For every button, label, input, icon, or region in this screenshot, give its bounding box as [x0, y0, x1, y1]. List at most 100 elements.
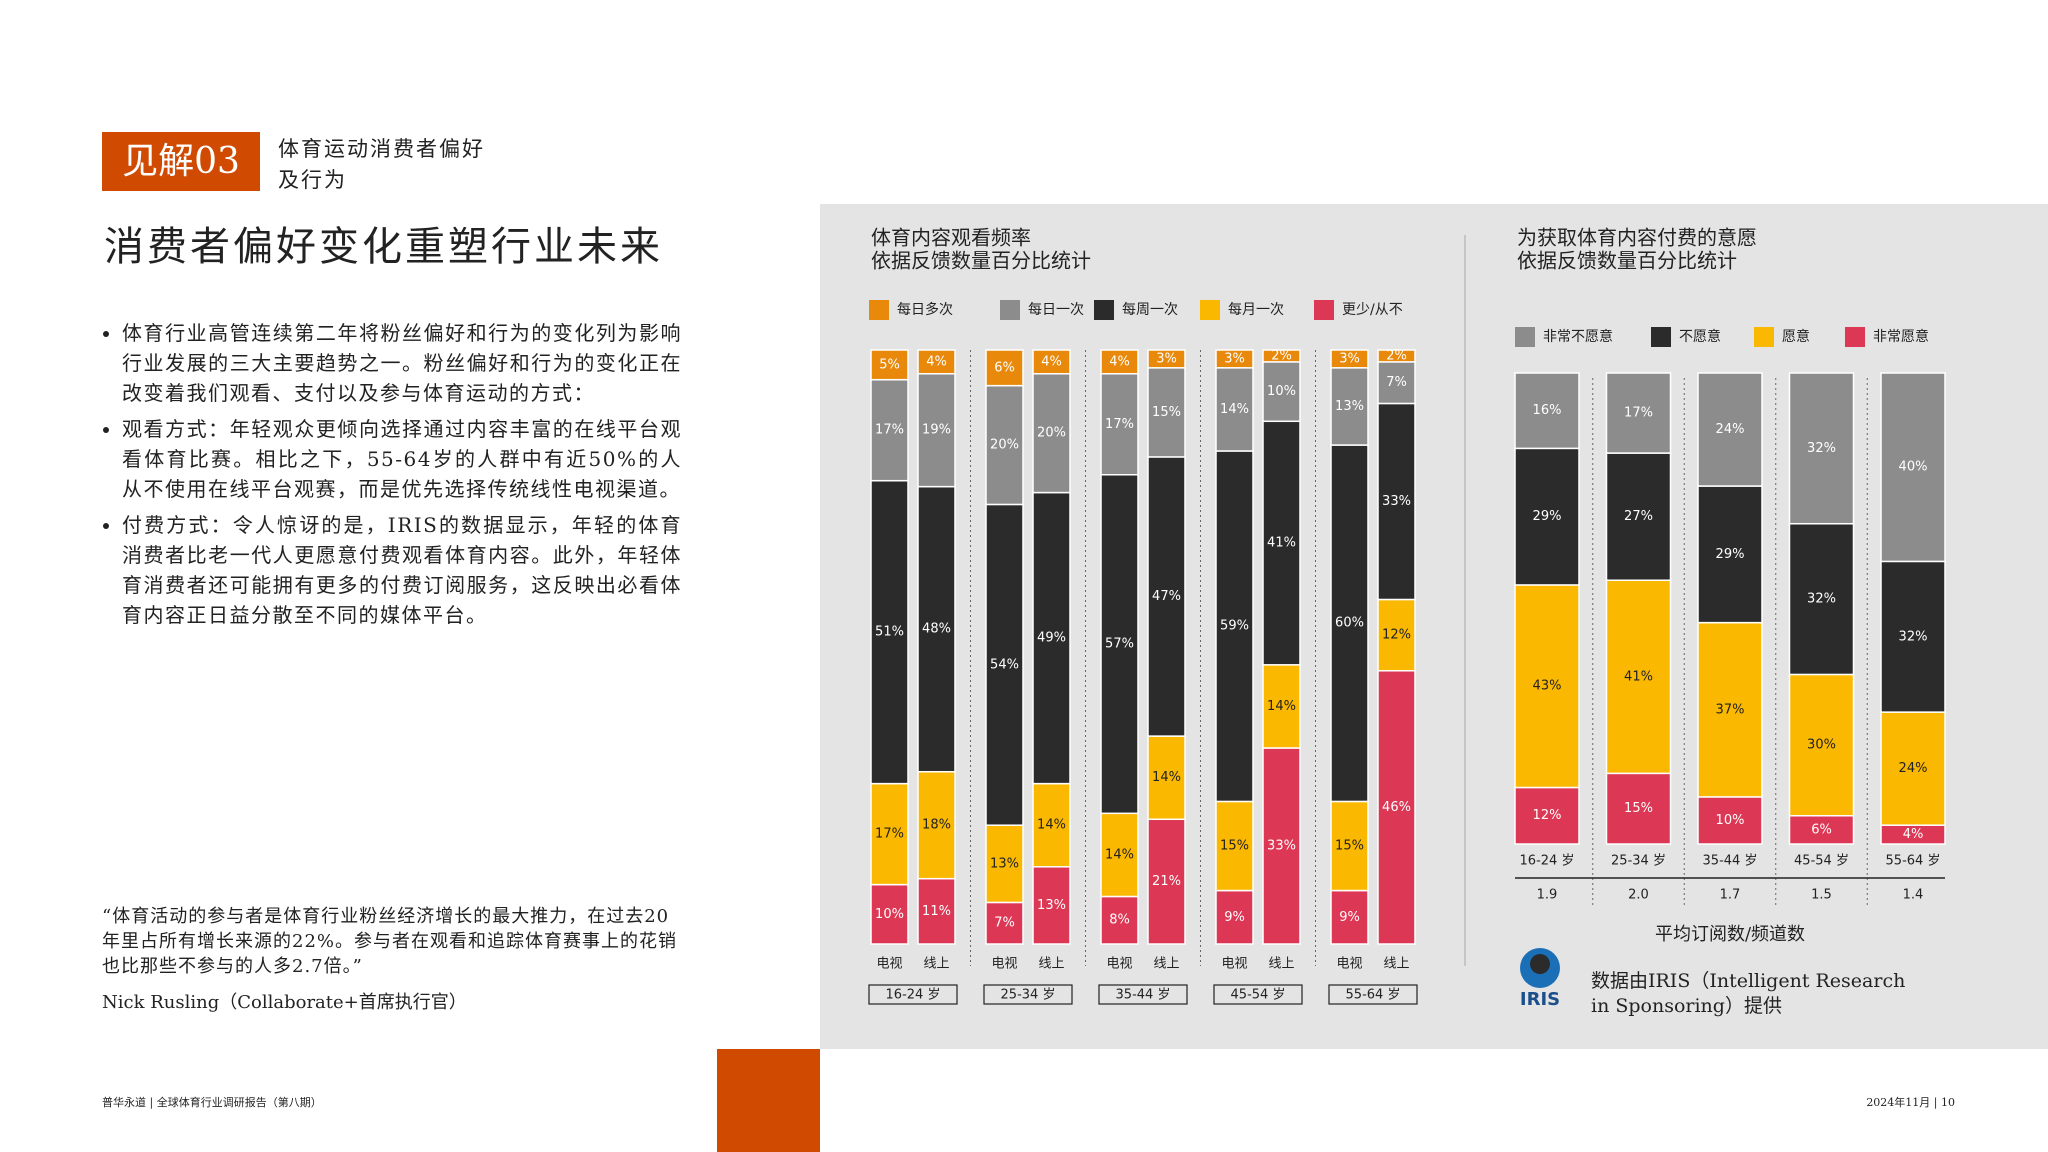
bar-segment: [870, 883, 909, 945]
subtitle-line: 体育运动消费者偏好: [278, 137, 485, 161]
bar-value-label: 59%: [1220, 619, 1249, 634]
legend-label: 非常愿意: [1873, 328, 1929, 345]
subtitle-line: 及行为: [278, 168, 347, 192]
accent-block: [717, 1049, 820, 1152]
bullet: 观看方式：年轻观众更倾向选择通过内容丰富的在线平台观看体育比赛。相比之下，55-…: [122, 414, 682, 504]
bar-segment: [985, 503, 1024, 826]
bar-value-label: 14%: [1105, 847, 1134, 862]
bar-value-label: 46%: [1382, 800, 1411, 815]
bar-value-label: 13%: [1037, 898, 1066, 913]
bar-value-label: 7%: [1386, 375, 1407, 390]
bar-value-label: 15%: [1624, 801, 1653, 816]
chart-title: 体育内容观看频率: [871, 226, 1031, 250]
x-tick-label: 电视: [1336, 957, 1362, 972]
legend-label: 每日一次: [1028, 302, 1084, 318]
bar-value-label: 11%: [922, 904, 951, 919]
bar-value-label: 30%: [1807, 738, 1836, 753]
chart-title: 依据反馈数量百分比统计: [871, 249, 1091, 273]
bar-segment: [1377, 670, 1416, 945]
x-tick-label: 线上: [1383, 957, 1409, 972]
bar-value-label: 12%: [1533, 808, 1562, 823]
bar-segment: [1100, 812, 1139, 898]
legend-label: 每月一次: [1228, 302, 1284, 318]
bar-segment: [1788, 673, 1855, 817]
group-box: [1213, 984, 1303, 1005]
bar-value-label: 14%: [1220, 402, 1249, 417]
source-text: 数据由IRIS（Intelligent Research: [1591, 970, 1905, 992]
bar-segment: [1100, 473, 1139, 815]
bar-segment: [1147, 349, 1186, 369]
subtitle: 体育运动消费者偏好 及行为: [278, 134, 485, 196]
bar-value-label: 32%: [1899, 629, 1928, 644]
x-tick-label: 45-54 岁: [1794, 854, 1849, 869]
bar-segment: [870, 782, 909, 886]
bar-value-label: 5%: [879, 357, 900, 372]
bar-segment: [917, 349, 956, 375]
bar-value-label: 60%: [1335, 616, 1364, 631]
logo-text: IRIS: [1520, 989, 1560, 1010]
source-text: in Sponsoring）提供: [1591, 995, 1782, 1017]
subscription-label: 平均订阅数/频道数: [1655, 924, 1805, 945]
bar-value-label: 41%: [1267, 536, 1296, 551]
bar-segment: [1697, 485, 1763, 624]
bar-value-label: 17%: [1624, 406, 1653, 421]
bar-value-label: 9%: [1224, 910, 1245, 925]
legend-swatch: [1845, 327, 1865, 347]
bar-value-label: 14%: [1037, 818, 1066, 833]
bar-segment: [1147, 367, 1186, 458]
bullet: 体育行业高管连续第二年将粉丝偏好和行为的变化列为影响行业发展的三大主要趋势之一。…: [122, 318, 682, 408]
group-label: 55-64 岁: [1346, 988, 1401, 1003]
legend-swatch: [1094, 300, 1114, 320]
bar-segment: [985, 824, 1024, 904]
bar-value-label: 49%: [1037, 631, 1066, 646]
bar-value-label: 21%: [1152, 874, 1181, 889]
bar-value-label: 17%: [875, 827, 904, 842]
badge: 见解03: [102, 132, 260, 191]
quote-author: Nick Rusling（Collaborate+首席执行官）: [102, 992, 467, 1013]
bar-value-label: 4%: [1903, 827, 1924, 842]
bar-value-label: 15%: [1335, 838, 1364, 853]
bar-value-label: 40%: [1899, 460, 1928, 475]
bar-value-label: 29%: [1533, 509, 1562, 524]
bar-segment: [1330, 367, 1369, 446]
legend-swatch: [1200, 300, 1220, 320]
subscription-value: 2.0: [1628, 888, 1649, 903]
logo-mark: [1530, 954, 1550, 974]
group-box: [868, 984, 958, 1005]
x-tick-label: 线上: [1268, 957, 1294, 972]
bar-value-label: 48%: [922, 622, 951, 637]
bar-value-label: 32%: [1807, 592, 1836, 607]
bar-value-label: 20%: [1037, 426, 1066, 441]
bar-value-label: 54%: [990, 657, 1019, 672]
group-box: [1328, 984, 1418, 1005]
bar-segment: [1100, 895, 1139, 945]
bar-segment: [1032, 491, 1071, 785]
legend-swatch: [1515, 327, 1535, 347]
bar-value-label: 15%: [1152, 405, 1181, 420]
legend-label: 每周一次: [1122, 302, 1178, 318]
bar-value-label: 43%: [1533, 679, 1562, 694]
bar-segment: [1032, 373, 1071, 494]
bar-segment: [1215, 349, 1254, 369]
legend-label: 更少/从不: [1342, 302, 1403, 318]
bar-segment: [1697, 621, 1763, 798]
bar-segment: [1147, 735, 1186, 821]
x-tick-label: 线上: [923, 957, 949, 972]
bar-segment: [1880, 372, 1946, 563]
bar-value-label: 6%: [994, 360, 1015, 375]
bar-value-label: 10%: [1267, 384, 1296, 399]
bar-segment: [1514, 584, 1580, 789]
x-tick-label: 16-24 岁: [1520, 854, 1575, 869]
bar-segment: [1262, 349, 1301, 363]
bar-segment: [1215, 889, 1254, 945]
x-tick-label: 电视: [1221, 957, 1247, 972]
bar-value-label: 19%: [922, 423, 951, 438]
x-tick-label: 线上: [1038, 957, 1064, 972]
bar-value-label: 37%: [1716, 702, 1745, 717]
bar-value-label: 7%: [994, 916, 1015, 931]
bar-segment: [1514, 447, 1580, 586]
bar-segment: [1605, 772, 1672, 845]
bullet: 付费方式：令人惊讶的是，IRIS的数据显示，年轻的体育消费者比老一代人更愿意付费…: [122, 510, 682, 630]
x-tick-label: 电视: [991, 957, 1017, 972]
